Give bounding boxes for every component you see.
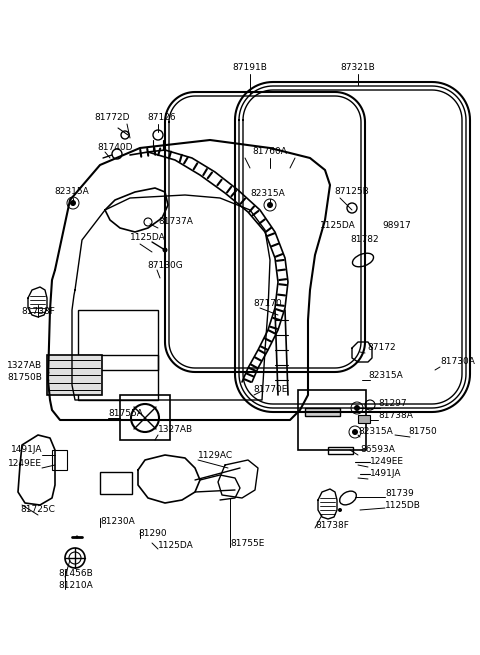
Text: 87321B: 87321B <box>341 64 375 73</box>
Text: 1125DA: 1125DA <box>158 542 194 550</box>
Text: 82315A: 82315A <box>251 189 286 198</box>
Bar <box>78 355 158 400</box>
Circle shape <box>75 536 79 538</box>
Text: 81750B: 81750B <box>7 373 42 383</box>
Text: 81782: 81782 <box>351 236 379 244</box>
Circle shape <box>354 405 360 411</box>
Circle shape <box>338 508 342 512</box>
Text: 1491JA: 1491JA <box>11 445 42 455</box>
Text: 81750: 81750 <box>408 428 437 436</box>
Text: 81725C: 81725C <box>21 506 55 514</box>
Bar <box>78 310 158 370</box>
Text: 87126: 87126 <box>148 113 176 122</box>
Circle shape <box>267 202 273 208</box>
Text: 1249EE: 1249EE <box>370 457 404 466</box>
Circle shape <box>352 429 358 435</box>
Text: 81755A: 81755A <box>108 409 143 417</box>
Text: 82315A: 82315A <box>368 371 403 379</box>
Text: 87170: 87170 <box>253 299 282 307</box>
Text: 1327AB: 1327AB <box>158 426 193 434</box>
Text: 82315A: 82315A <box>55 187 89 196</box>
Text: 1249EE: 1249EE <box>8 458 42 468</box>
Text: 82315A: 82315A <box>358 428 393 436</box>
Text: 1327AB: 1327AB <box>7 360 42 369</box>
Text: 87125B: 87125B <box>335 187 370 196</box>
Text: 81730A: 81730A <box>440 358 475 367</box>
Text: 98917: 98917 <box>382 221 411 229</box>
Bar <box>100 472 132 494</box>
Bar <box>328 447 353 454</box>
Text: 81738F: 81738F <box>315 521 349 529</box>
Circle shape <box>70 200 76 206</box>
Text: 81210A: 81210A <box>58 580 93 590</box>
Text: 81772D: 81772D <box>94 113 130 122</box>
Text: 81740D: 81740D <box>97 143 132 153</box>
Text: 81770E: 81770E <box>253 386 288 394</box>
Text: 81297: 81297 <box>378 398 407 407</box>
Bar <box>358 415 370 423</box>
Text: 81739: 81739 <box>385 489 414 498</box>
Text: 81738F: 81738F <box>21 307 55 316</box>
Text: 1129AC: 1129AC <box>198 451 233 460</box>
Text: 1491JA: 1491JA <box>370 470 401 479</box>
Text: 1125DA: 1125DA <box>320 221 356 229</box>
Text: 87191B: 87191B <box>233 64 267 73</box>
Text: 81738A: 81738A <box>378 411 413 419</box>
Text: 1125DB: 1125DB <box>385 500 421 510</box>
Text: 81737A: 81737A <box>158 217 193 227</box>
Text: 87172: 87172 <box>367 343 396 352</box>
Text: 81760A: 81760A <box>252 147 288 157</box>
Text: 81230A: 81230A <box>100 517 135 527</box>
Bar <box>52 450 67 470</box>
Bar <box>47 355 102 395</box>
Text: 87130G: 87130G <box>147 261 183 269</box>
Bar <box>298 390 366 450</box>
Text: 81456B: 81456B <box>58 569 93 578</box>
Bar <box>120 395 170 440</box>
Text: 86593A: 86593A <box>360 445 395 455</box>
Text: 1125DA: 1125DA <box>130 233 166 242</box>
Circle shape <box>163 248 168 252</box>
Text: 81755E: 81755E <box>230 538 264 548</box>
Bar <box>305 408 340 416</box>
Text: 81290: 81290 <box>138 529 167 538</box>
